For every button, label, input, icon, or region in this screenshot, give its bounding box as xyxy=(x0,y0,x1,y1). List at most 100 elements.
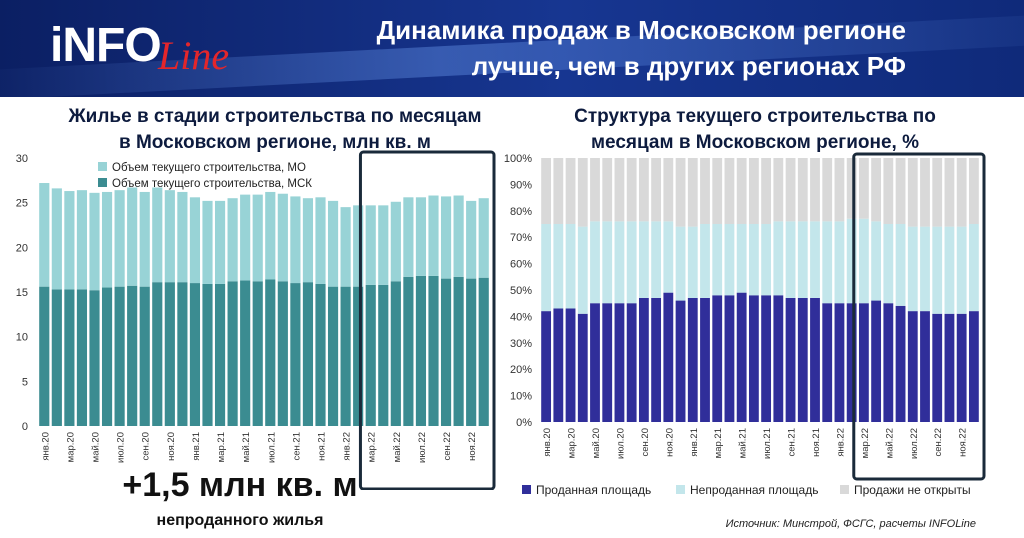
bar-segment xyxy=(365,284,376,426)
bar-segment xyxy=(858,303,869,422)
bar-segment xyxy=(932,226,943,314)
bar-segment xyxy=(956,313,967,422)
x-tick-label: май.20 xyxy=(591,428,602,458)
bar-segment xyxy=(553,158,564,224)
bar-segment xyxy=(164,282,175,426)
bar-segment xyxy=(428,275,439,426)
x-tick-label: янв.20 xyxy=(40,432,51,461)
bar-segment xyxy=(453,276,464,426)
y-tick-label: 10 xyxy=(16,332,28,344)
bar-segment xyxy=(956,226,967,314)
bar-segment xyxy=(956,158,967,227)
bar-segment xyxy=(687,158,698,227)
bar-segment xyxy=(440,278,452,426)
legend-swatch xyxy=(840,485,849,494)
legend-label: Объем текущего строительства, МСК xyxy=(112,178,312,190)
x-tick-label: ноя.21 xyxy=(811,428,822,457)
bar-segment xyxy=(944,313,955,422)
x-tick-label: сен.21 xyxy=(291,432,302,461)
bar-segment xyxy=(834,158,845,222)
bar-segment xyxy=(365,205,376,285)
bar-segment xyxy=(214,283,226,426)
bar-segment xyxy=(810,158,820,222)
bar-segment xyxy=(466,278,477,426)
left-chart-title-line2: в Московском регионе, млн кв. м xyxy=(119,132,431,153)
bar-segment xyxy=(822,158,833,222)
bar-segment xyxy=(651,158,662,222)
bar-segment xyxy=(602,303,613,422)
x-tick-label: сен.21 xyxy=(787,428,798,457)
bar-segment xyxy=(797,221,808,298)
bar-segment xyxy=(164,190,175,283)
y-tick-label: 0 xyxy=(22,421,28,433)
bar-segment xyxy=(626,158,637,222)
x-tick-label: сен.22 xyxy=(933,428,944,457)
bar-segment xyxy=(577,158,588,227)
bar-segment xyxy=(565,308,576,422)
logo-script: Line xyxy=(158,33,230,78)
bar-segment xyxy=(761,158,772,224)
x-tick-label: май.21 xyxy=(241,432,252,462)
y-tick-label: 10% xyxy=(510,391,532,403)
bar-segment xyxy=(478,277,489,426)
bar-segment xyxy=(675,226,686,301)
bar-segment xyxy=(638,158,649,222)
bar-segment xyxy=(968,311,979,422)
x-tick-label: май.21 xyxy=(738,428,749,458)
bar-segment xyxy=(202,200,213,284)
bar-segment xyxy=(51,188,62,290)
y-tick-label: 30% xyxy=(510,338,532,350)
legend-label: Продажи не открыты xyxy=(854,483,971,497)
x-tick-label: мар.20 xyxy=(567,428,578,458)
bar-segment xyxy=(139,191,150,287)
y-tick-label: 60% xyxy=(510,259,532,271)
bar-segment xyxy=(541,311,552,422)
bar-segment xyxy=(700,224,710,298)
x-tick-label: янв.20 xyxy=(542,428,553,457)
bar-segment xyxy=(846,158,857,219)
bar-segment xyxy=(614,303,625,422)
bar-segment xyxy=(114,286,125,426)
bar-segment xyxy=(127,187,138,286)
right-chart-title-line2: месяцам в Московском регионе, % xyxy=(590,132,919,153)
bar-segment xyxy=(773,221,784,296)
right-chart-title-line1: Структура текущего строительства по xyxy=(574,106,936,127)
y-tick-label: 40% xyxy=(510,311,532,323)
bar-segment xyxy=(858,218,869,304)
bar-segment xyxy=(76,289,88,426)
left-chart-title: Жилье в стадии строительства по месяцам … xyxy=(40,104,510,156)
bar-segment xyxy=(227,281,238,426)
bar-segment xyxy=(302,198,314,283)
x-tick-label: мар.21 xyxy=(713,428,724,458)
bar-segment xyxy=(871,158,882,222)
legend-label: Проданная площадь xyxy=(536,483,651,497)
x-tick-label: янв.21 xyxy=(689,428,700,457)
bar-segment xyxy=(353,286,364,426)
x-tick-label: июл.21 xyxy=(762,428,773,459)
y-tick-label: 50% xyxy=(510,285,532,297)
legend-swatch xyxy=(98,162,107,171)
bar-segment xyxy=(553,224,564,309)
bar-segment xyxy=(277,281,288,426)
bar-segment xyxy=(177,191,188,283)
left-stacked-bar-chart: 0 5 10 15 20 25 30 янв.20 мар.20 май.20 июл.20 сен.… xyxy=(16,150,496,490)
bar-segment xyxy=(202,283,213,426)
bar-segment xyxy=(785,297,796,422)
right-chart-title: Структура текущего строительства по меся… xyxy=(520,104,990,156)
bar-segment xyxy=(626,221,637,304)
x-tick-label: май.20 xyxy=(91,432,102,462)
bar-segment xyxy=(302,282,314,426)
bar-segment xyxy=(152,187,163,283)
bar-segment xyxy=(315,283,326,426)
bar-segment xyxy=(736,292,747,422)
bar-segment xyxy=(428,195,439,276)
x-tick-label: мар.22 xyxy=(367,432,378,462)
bar-segment xyxy=(773,295,784,422)
x-tick-label: ноя.20 xyxy=(664,428,675,457)
x-tick-label: ноя.22 xyxy=(467,432,478,461)
legend-swatch xyxy=(98,178,107,187)
bar-segment xyxy=(932,158,943,227)
bar-segment xyxy=(403,276,414,426)
bar-segment xyxy=(736,158,747,224)
bar-segment xyxy=(920,158,930,227)
